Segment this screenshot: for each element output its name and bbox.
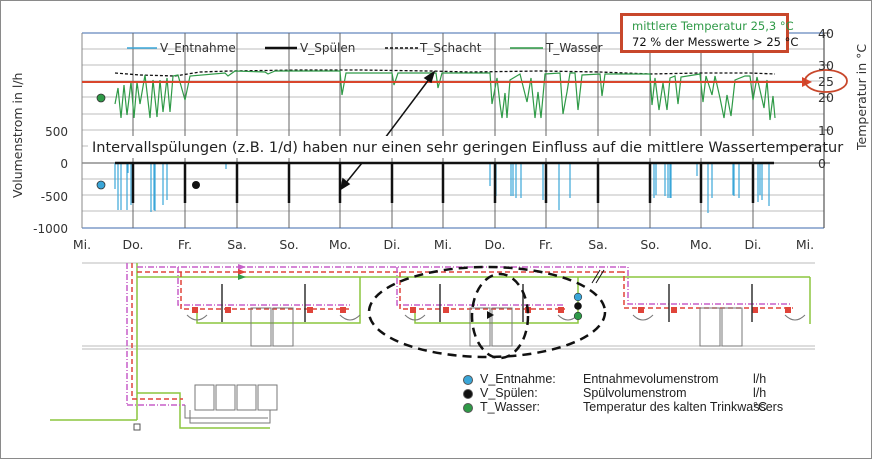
x-axis-ticks: Mi. Do. Fr. Sa. So. Mo. Di. Mi. Do. Fr. … <box>73 237 814 252</box>
green-dot-icon <box>463 403 473 413</box>
right-y-axis-label: Temperatur in °C <box>854 44 869 151</box>
svg-text:-500: -500 <box>41 190 68 204</box>
annotation-arrows <box>339 70 436 191</box>
svg-text:Fr.: Fr. <box>178 237 192 252</box>
callout-percentage: 72 % der Messwerte > 25 °C <box>632 35 799 49</box>
svg-text:So.: So. <box>640 237 659 252</box>
highlight-ellipse-small <box>470 272 530 360</box>
svg-text:Mo.: Mo. <box>329 237 351 252</box>
svg-text:Fr.: Fr. <box>539 237 553 252</box>
svg-text:Mi.: Mi. <box>73 237 91 252</box>
svg-text:V_Entnahme: V_Entnahme <box>160 41 236 55</box>
svg-text:25: 25 <box>818 74 834 89</box>
svg-text:Do.: Do. <box>122 237 143 252</box>
highlight-25-ellipse <box>804 69 848 93</box>
svg-text:0: 0 <box>818 156 826 171</box>
legend-unit: l/h <box>753 386 767 400</box>
svg-text:30: 30 <box>818 58 834 73</box>
blue-dot-icon <box>463 375 473 385</box>
annotation-bg <box>88 136 788 158</box>
t-schacht-series <box>114 69 776 77</box>
svg-text:Di.: Di. <box>744 237 761 252</box>
legend-description: Temperatur des kalten Trinkwassers <box>583 400 784 414</box>
svg-text:Sa.: Sa. <box>588 237 608 252</box>
svg-text:0: 0 <box>60 157 68 171</box>
reference-line-25c <box>82 77 812 87</box>
v-entnahme-marker-dot <box>96 180 106 190</box>
svg-text:40: 40 <box>818 26 834 41</box>
svg-text:20: 20 <box>818 90 834 105</box>
svg-text:Mi.: Mi. <box>796 237 814 252</box>
mean-temperature-callout: mittlere Temperatur 25,3 °C 72 % der Mes… <box>620 13 799 53</box>
svg-text:Di.: Di. <box>383 237 400 252</box>
left-y-axis-ticks: 500 0 -500 -1000 <box>33 125 68 236</box>
legend-variable: V_Spülen: <box>480 386 538 400</box>
black-dot-icon <box>463 389 473 399</box>
svg-text:T_Wasser: T_Wasser <box>545 41 603 55</box>
chart-legend: V_Entnahme V_Spülen T_Schacht T_Wasser <box>127 41 603 55</box>
legend-variable: T_Wasser: <box>480 400 540 414</box>
v-spuelen-marker-dot <box>192 181 200 189</box>
svg-text:T_Schacht: T_Schacht <box>419 41 482 55</box>
v-entnahme-series <box>114 163 770 213</box>
legend-unit: °C <box>753 400 768 414</box>
svg-text:-1000: -1000 <box>33 222 68 236</box>
right-y-axis-ticks: 40 30 25 20 10 0 <box>818 26 834 171</box>
svg-text:10: 10 <box>818 123 834 138</box>
v-spuelen-series <box>115 161 774 203</box>
t-wasser-series <box>114 70 776 121</box>
legend-description: Entnahmevolumenstrom <box>583 372 719 386</box>
plot-area <box>81 32 830 229</box>
left-y-axis-label: Volumenstrom in l/h <box>10 73 25 198</box>
annotation-text: Intervallspülungen (z.B. 1/d) haben nur … <box>92 140 843 156</box>
svg-text:Do.: Do. <box>484 237 505 252</box>
legend-unit: l/h <box>753 372 767 386</box>
highlight-ellipse-large <box>367 265 607 359</box>
svg-text:Sa.: Sa. <box>227 237 247 252</box>
callout-mean-temperature: mittlere Temperatur 25,3 °C <box>632 19 794 33</box>
svg-text:Mi.: Mi. <box>434 237 452 252</box>
piping-diagram <box>50 262 815 431</box>
legend-description: Spülvolumenstrom <box>583 386 687 400</box>
svg-text:So.: So. <box>279 237 298 252</box>
svg-text:500: 500 <box>45 125 68 139</box>
svg-text:Mo.: Mo. <box>690 237 712 252</box>
legend-variable: V_Entnahme: <box>480 372 556 386</box>
svg-text:V_Spülen: V_Spülen <box>300 41 355 55</box>
t-wasser-marker-dot <box>96 93 106 103</box>
